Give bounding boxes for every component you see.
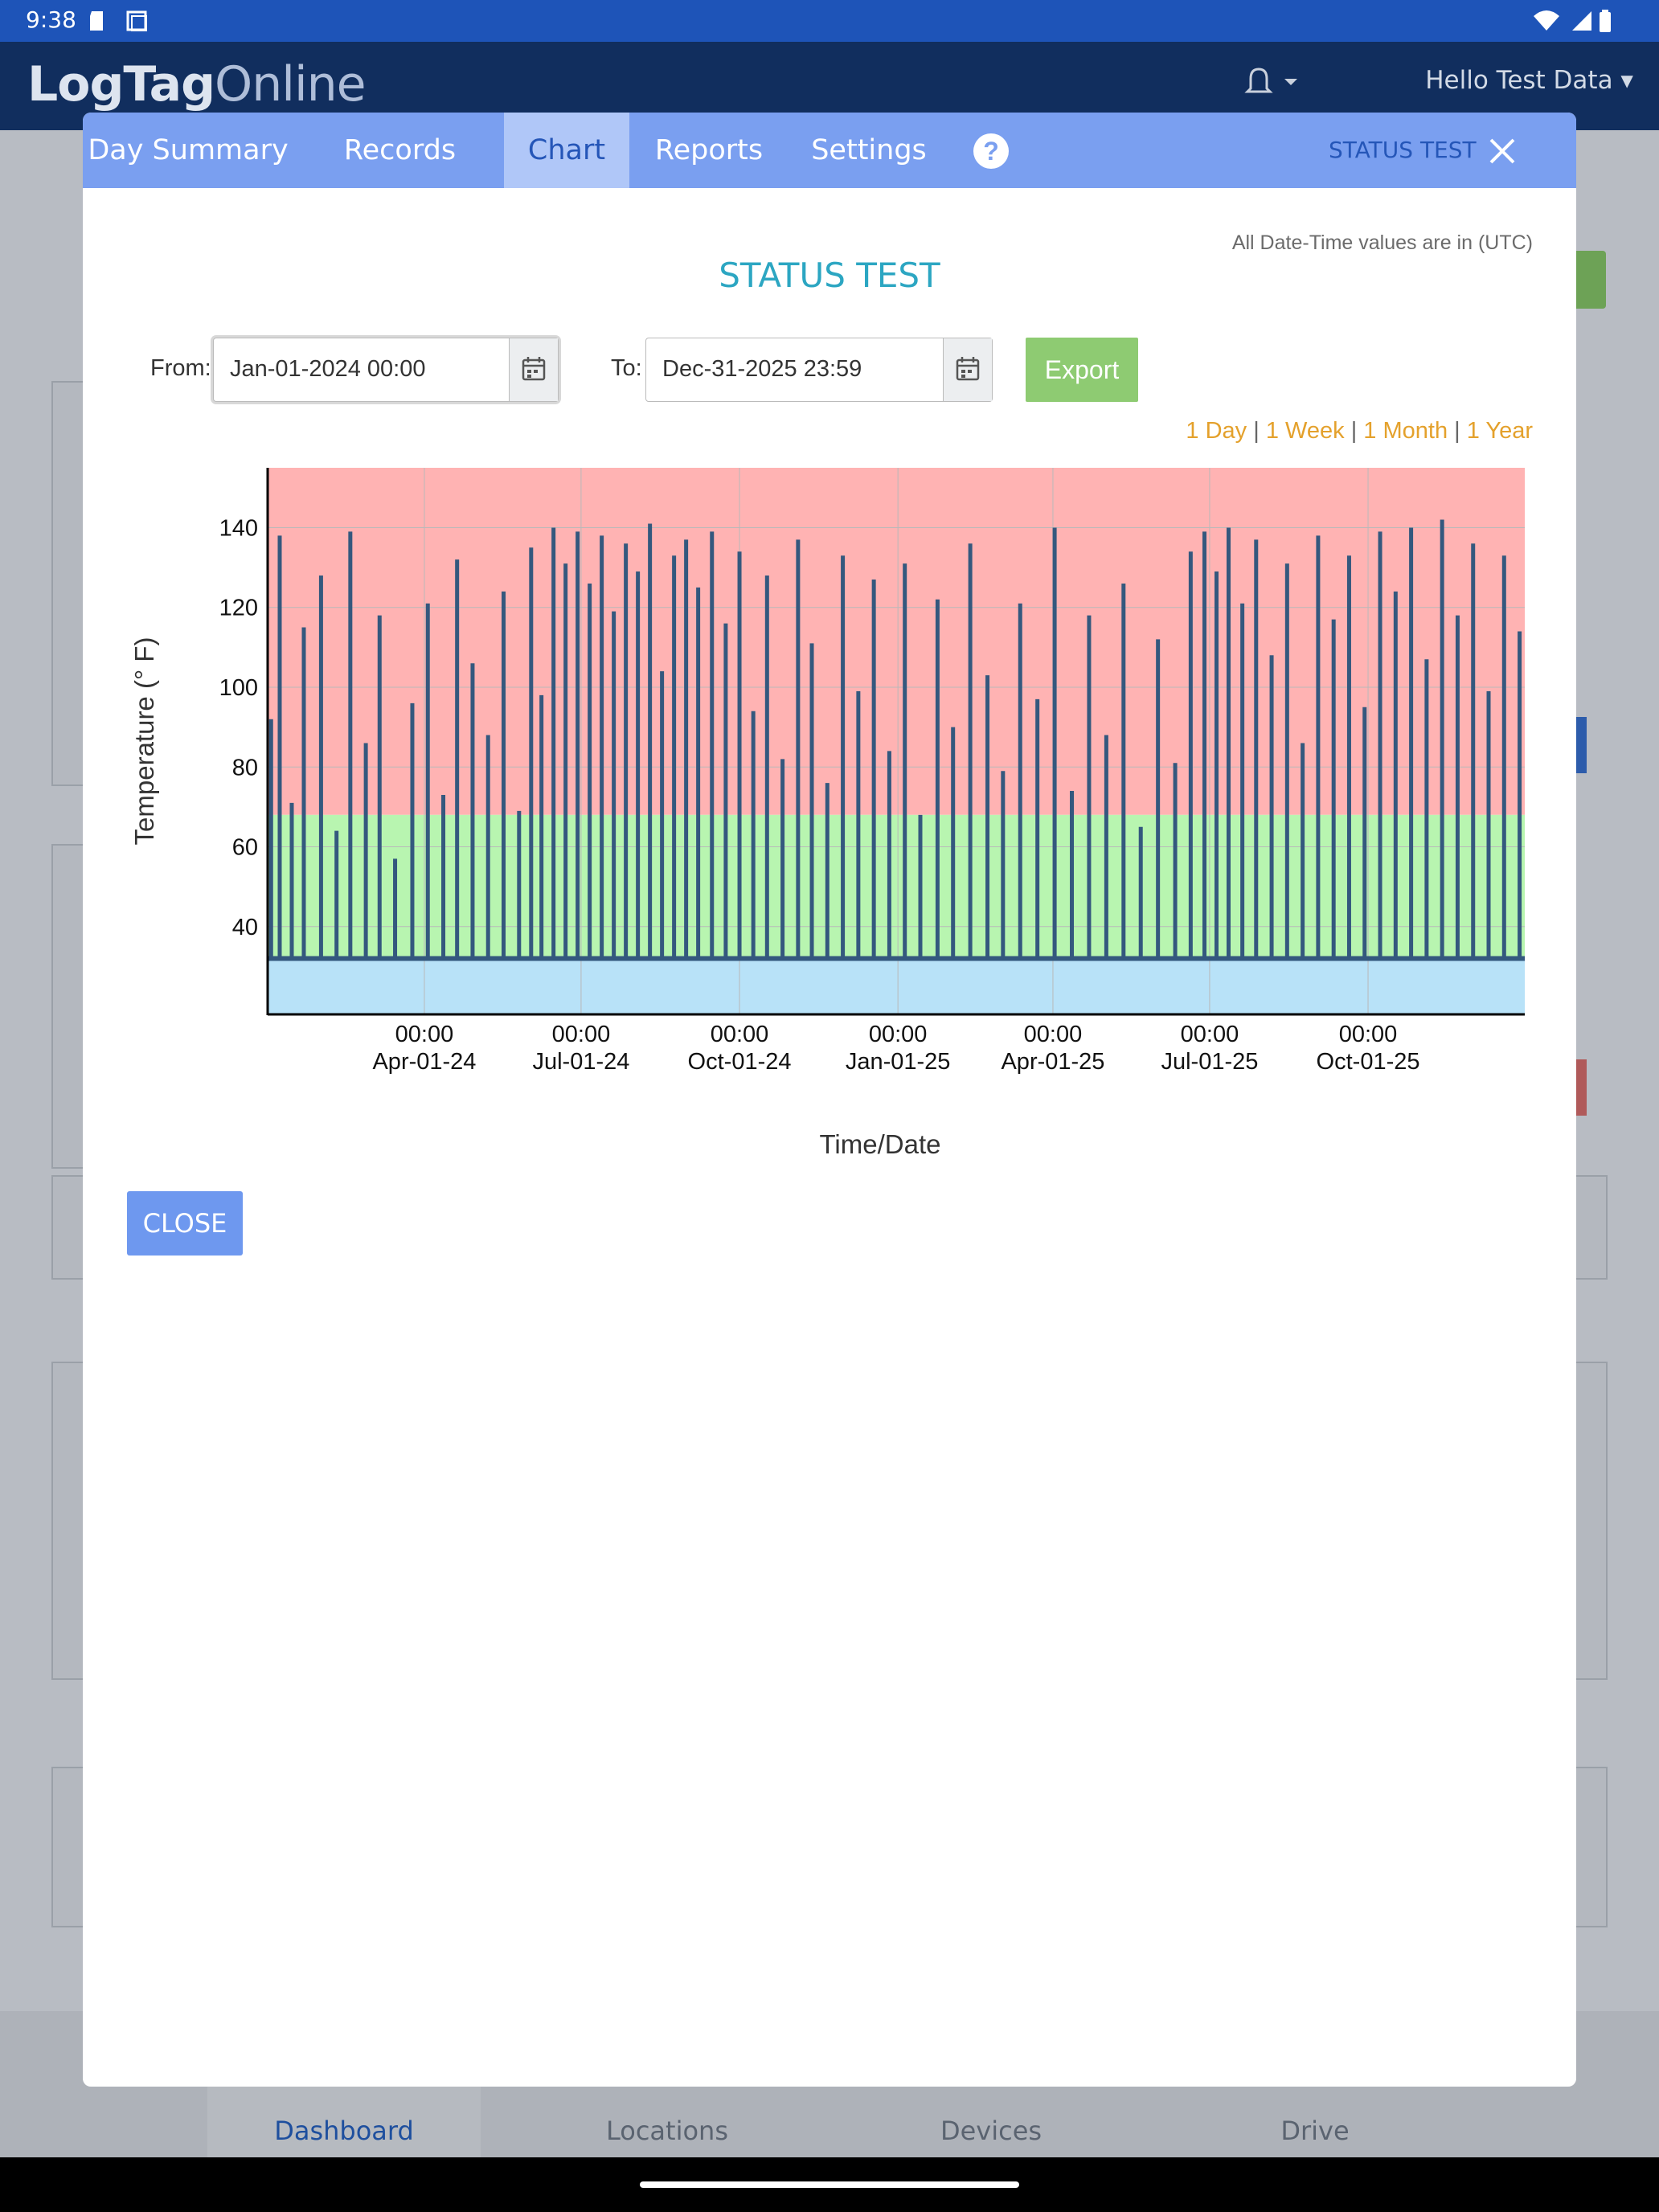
y-tick-label: 100: [219, 675, 258, 701]
from-label: From:: [150, 355, 211, 381]
threshold-band-2: [268, 958, 1525, 1014]
utc-note: All Date-Time values are in (UTC): [1231, 231, 1533, 254]
x-tick-date: Oct-01-24: [688, 1049, 792, 1075]
signal-icon: [1572, 11, 1591, 31]
tab-records[interactable]: Records: [343, 134, 457, 166]
x-tick-date: Apr-01-24: [372, 1049, 476, 1075]
from-calendar-button[interactable]: [509, 338, 558, 401]
screenshot-icon: [126, 10, 147, 31]
calendar-icon: [956, 357, 980, 381]
x-tick-time: 00:00: [1181, 1022, 1239, 1047]
sd-card-icon: [90, 11, 103, 31]
x-axis-title: Time/Date: [820, 1129, 941, 1159]
from-date-value: Jan-01-2024 00:00: [230, 356, 426, 382]
close-icon[interactable]: [1486, 135, 1518, 167]
series-temperature: [268, 519, 1525, 961]
system-status-bar: 9:38: [0, 0, 1659, 42]
temperature-chart: 40608010012014000:00Apr-01-2400:00Jul-01…: [129, 468, 1525, 1159]
range-shortcuts: 1 Day | 1 Week | 1 Month | 1 Year: [1186, 418, 1533, 444]
chart-title: STATUS TEST: [719, 256, 940, 295]
chart-modal: Day Summary Records Chart Reports Settin…: [83, 113, 1576, 2087]
tab-chart[interactable]: Chart: [504, 113, 629, 188]
x-tick-date: Oct-01-25: [1317, 1049, 1420, 1075]
x-tick-time: 00:00: [552, 1022, 611, 1047]
x-tick-time: 00:00: [869, 1022, 928, 1047]
range-1-week[interactable]: 1 Week: [1265, 418, 1345, 444]
tab-settings[interactable]: Settings: [811, 134, 927, 166]
x-tick-time: 00:00: [711, 1022, 769, 1047]
y-tick-label: 140: [219, 515, 258, 541]
nav-locations[interactable]: Locations: [605, 2116, 728, 2146]
y-axis-title: Temperature (° F): [129, 637, 159, 846]
threshold-band-0: [268, 468, 1525, 815]
user-menu[interactable]: Hello Test Data ▾: [1425, 66, 1633, 95]
clock: 9:38: [26, 6, 76, 33]
y-tick-label: 60: [232, 835, 258, 861]
from-date-input[interactable]: Jan-01-2024 00:00: [213, 338, 559, 402]
x-tick-time: 00:00: [395, 1022, 454, 1047]
range-1-day[interactable]: 1 Day: [1186, 418, 1247, 444]
modal-tab-bar: Day Summary Records Chart Reports Settin…: [83, 113, 1576, 188]
tab-day-summary[interactable]: Day Summary: [88, 134, 289, 166]
x-tick-date: Apr-01-25: [1001, 1049, 1104, 1075]
x-tick-date: Jan-01-25: [846, 1049, 951, 1075]
nav-devices[interactable]: Devices: [940, 2116, 1043, 2146]
modal-header-title: STATUS TEST: [1329, 137, 1477, 163]
x-tick-date: Jul-01-24: [532, 1049, 629, 1075]
range-1-year[interactable]: 1 Year: [1466, 418, 1533, 444]
to-date-value: Dec-31-2025 23:59: [662, 356, 862, 382]
calendar-icon: [522, 357, 546, 381]
threshold-band-1: [268, 814, 1525, 959]
home-gesture-handle[interactable]: [640, 2181, 1019, 2188]
x-tick-date: Jul-01-25: [1161, 1049, 1258, 1075]
battery-icon: [1600, 10, 1611, 32]
to-calendar-button[interactable]: [943, 338, 992, 401]
to-label: To:: [611, 355, 642, 381]
logo: LogTagOnline: [27, 56, 367, 113]
y-tick-label: 120: [219, 596, 258, 621]
nav-drive[interactable]: Drive: [1280, 2116, 1350, 2146]
x-tick-time: 00:00: [1339, 1022, 1398, 1047]
tab-reports[interactable]: Reports: [654, 134, 764, 166]
y-tick-label: 40: [232, 915, 258, 940]
range-1-month[interactable]: 1 Month: [1363, 418, 1448, 444]
wifi-icon: [1534, 10, 1559, 31]
help-icon[interactable]: ?: [973, 133, 1009, 169]
export-button[interactable]: Export: [1026, 338, 1138, 402]
x-tick-time: 00:00: [1024, 1022, 1083, 1047]
to-date-input[interactable]: Dec-31-2025 23:59: [645, 338, 993, 402]
notifications-bell-icon[interactable]: [1244, 66, 1301, 98]
nav-dashboard[interactable]: Dashboard: [274, 2116, 414, 2146]
y-tick-label: 80: [232, 755, 258, 780]
close-button[interactable]: CLOSE: [127, 1191, 243, 1256]
